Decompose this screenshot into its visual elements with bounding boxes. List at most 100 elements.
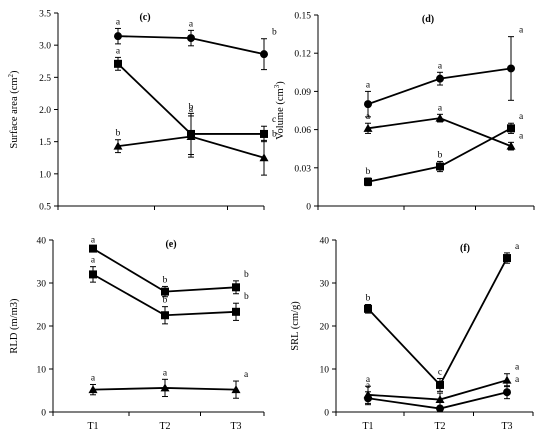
series-triangle: aaa	[363, 103, 524, 151]
significance-letter: c	[438, 367, 442, 377]
panel-title: (f)	[460, 243, 470, 254]
y-tick-label: 2.5	[39, 74, 51, 84]
data-point-square	[364, 304, 372, 313]
data-point-triangle	[231, 385, 241, 394]
series-line	[367, 257, 508, 387]
significance-letter: a	[438, 382, 443, 392]
panel-d: 00.030.060.090.120.15 (d)Volume (cm3) aaaa…	[273, 12, 535, 213]
data-point-circle	[364, 394, 372, 403]
significance-letter: b	[244, 270, 249, 280]
data-point-triangle	[435, 395, 445, 404]
panel-e: 0 10 20 30 40 T1 T2 T3 (e) RLD (m/m3) a b b a b b a a a	[9, 235, 265, 432]
y-tick-label: 0	[306, 203, 311, 213]
significance-letter: a	[163, 368, 168, 378]
y-tick-label: 0.5	[39, 203, 51, 213]
data-point-triangle	[259, 153, 269, 162]
data-point-circle	[436, 74, 444, 83]
y-tick-label: 20	[320, 323, 330, 333]
x-tick-label: T3	[501, 421, 512, 432]
data-point-triangle	[88, 385, 98, 394]
data-point-square	[89, 244, 97, 253]
x-tick-label: T2	[434, 421, 445, 432]
y-tick-label: 10	[37, 366, 47, 376]
panel-title: (d)	[422, 14, 434, 25]
data-point-square	[503, 254, 511, 263]
series-circle: aaa	[364, 375, 520, 413]
y-axis-label: SRL (cm/g)	[290, 301, 301, 351]
data-point-square	[260, 129, 268, 138]
significance-letter: a	[91, 235, 96, 245]
y-tick-label: 40	[37, 237, 47, 247]
significance-letter: b	[189, 102, 194, 112]
y-tick-label: 0.03	[294, 164, 311, 174]
significance-letter: a	[366, 381, 371, 391]
series-circle: a a b	[114, 17, 277, 71]
significance-letter: a	[438, 103, 443, 113]
y-tick-label: 1.0	[39, 170, 51, 180]
data-point-circle	[187, 34, 195, 43]
significance-letter: b	[116, 129, 121, 139]
significance-letter: b	[366, 167, 371, 177]
significance-letter: a	[366, 112, 371, 122]
y-tick-label: 1.5	[39, 138, 51, 148]
data-point-triangle	[160, 383, 170, 392]
panel-title: (e)	[165, 239, 176, 250]
y-tick-label: 0.12	[294, 50, 311, 60]
significance-letter: a	[519, 131, 524, 141]
data-point-circle	[503, 388, 511, 397]
y-axis-label: Surface area (cm2)	[7, 70, 20, 149]
data-point-triangle	[363, 123, 373, 132]
significance-letter: a	[515, 242, 520, 252]
significance-letter: b	[163, 296, 168, 306]
panel-title: (c)	[139, 12, 150, 23]
significance-letter: a	[438, 395, 443, 405]
significance-letter: b	[272, 129, 277, 139]
y-tick-label: 0.09	[294, 88, 311, 98]
x-tick-label: T2	[159, 421, 170, 432]
data-point-square	[436, 380, 444, 389]
significance-letter: a	[519, 112, 524, 122]
significance-letter: a	[244, 370, 249, 380]
significance-letter: a	[366, 375, 371, 385]
significance-letter: a	[515, 375, 520, 385]
significance-letter: a	[438, 61, 443, 71]
data-point-triangle	[502, 375, 512, 384]
series-square: a b b	[89, 235, 249, 298]
y-axis-label: RLD (m/m3)	[9, 298, 20, 354]
y-tick-label: 0	[324, 409, 329, 419]
y-axis-label: Volume (cm3)	[273, 81, 286, 140]
data-point-triangle	[113, 141, 123, 150]
significance-letter: b	[163, 275, 168, 285]
significance-letter: a	[91, 256, 96, 266]
significance-letter: b	[438, 150, 443, 160]
significance-letter: a	[189, 105, 194, 115]
y-tick-label: 30	[320, 280, 330, 290]
data-point-triangle	[435, 113, 445, 122]
significance-letter: b	[272, 28, 277, 38]
significance-letter: a	[366, 80, 371, 90]
x-tick-label: T3	[230, 421, 241, 432]
data-point-square	[232, 307, 240, 316]
y-tick-label: 40	[320, 237, 330, 247]
series-square: a b b	[89, 256, 249, 325]
series-triangle: bab	[113, 105, 277, 176]
data-point-triangle	[186, 132, 196, 141]
data-point-square	[507, 124, 515, 133]
data-point-circle	[114, 32, 122, 41]
data-point-circle	[507, 64, 515, 73]
data-point-circle	[436, 404, 444, 413]
y-tick-label: 0.15	[294, 12, 311, 22]
significance-letter: a	[189, 19, 194, 29]
data-point-square	[161, 287, 169, 296]
data-point-square	[232, 283, 240, 292]
data-point-square	[436, 162, 444, 171]
x-tick-label: T1	[362, 421, 373, 432]
significance-letter: c	[272, 115, 276, 125]
panel-c: 0.5 1.0 1.5 2.0 2.5 3.0 3.5 (c) Surface area (cm…	[7, 10, 277, 213]
significance-letter: a	[515, 363, 520, 373]
data-point-circle	[260, 50, 268, 59]
significance-letter: a	[116, 46, 121, 56]
series-square: b b a	[364, 112, 524, 187]
